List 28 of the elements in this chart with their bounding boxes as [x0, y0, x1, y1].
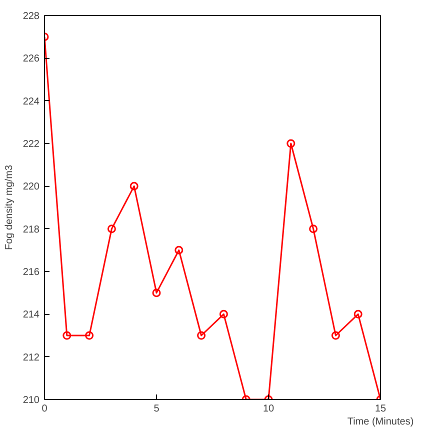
- point: [107, 224, 116, 234]
- y-tick-label: 210: [22, 395, 40, 406]
- x-axis-title: Time (Minutes): [347, 416, 414, 428]
- y-tick-label: 220: [22, 182, 40, 193]
- point: [309, 224, 318, 234]
- point: [219, 310, 228, 318]
- y-tick-label: 226: [22, 54, 40, 65]
- point: [354, 310, 362, 318]
- y-tick-label: 214: [22, 310, 40, 321]
- point: [286, 139, 296, 148]
- x-tick-label: 10: [262, 404, 274, 414]
- x-tick-label: 5: [154, 404, 160, 414]
- point: [197, 331, 206, 340]
- point: [85, 331, 94, 340]
- point: [331, 331, 340, 340]
- point: [130, 182, 138, 190]
- y-axis-title: Fog density mg/m3: [4, 164, 15, 250]
- y-tick-label: 224: [22, 96, 40, 108]
- x-tick-label: 15: [374, 404, 386, 414]
- point: [174, 246, 184, 254]
- x-tick-label: 0: [42, 404, 48, 414]
- y-tick-label: 222: [22, 139, 40, 150]
- y-tick-label: 216: [22, 267, 40, 278]
- y-tick-label: 228: [22, 11, 40, 22]
- point: [62, 331, 72, 340]
- point: [152, 288, 161, 298]
- y-tick-label: 212: [22, 352, 40, 364]
- y-tick-label: 218: [22, 224, 40, 236]
